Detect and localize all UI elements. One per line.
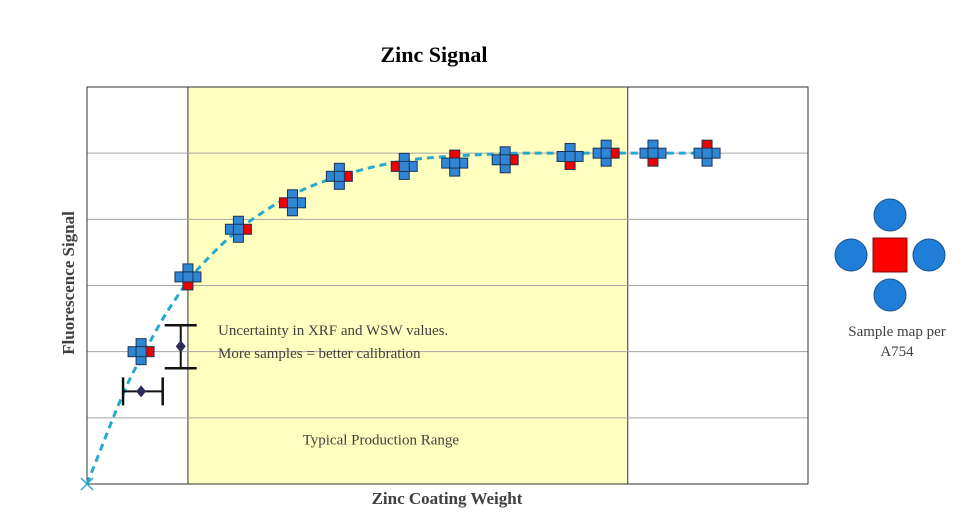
blue-sample-marker — [135, 346, 147, 358]
origin-marker — [80, 477, 94, 491]
blue-sample-marker — [232, 223, 244, 235]
production-range-label: Typical Production Range — [303, 432, 460, 448]
sample-map-top-circle — [873, 198, 907, 232]
sample-cluster — [278, 189, 306, 217]
chart-title: Zinc Signal — [381, 42, 488, 67]
sample-map-center-square — [872, 237, 908, 273]
sample-cluster — [325, 162, 353, 190]
error-bar — [121, 377, 164, 406]
sample-map-left-circle — [834, 238, 868, 272]
gridlines — [87, 152, 808, 419]
sample-map-bottom-circle — [873, 278, 907, 312]
error-bars — [121, 323, 197, 406]
sample-cluster — [592, 139, 620, 167]
y-axis-label: Fluorescence Signal — [59, 211, 78, 355]
blue-sample-marker — [449, 157, 461, 169]
blue-sample-marker — [701, 147, 713, 159]
sample-cluster — [556, 142, 584, 170]
blue-sample-marker — [398, 160, 410, 172]
origin-marker-stroke — [80, 477, 94, 491]
sample-cluster — [491, 146, 519, 174]
sample-map-label-2: A754 — [880, 344, 914, 360]
annotation-line-1: Uncertainty in XRF and WSW values. — [218, 323, 448, 339]
blue-sample-marker — [182, 271, 194, 283]
sample-cluster — [127, 338, 155, 366]
data-point-diamond — [175, 340, 186, 353]
sample-map-right-circle — [912, 238, 946, 272]
sample-cluster — [390, 152, 418, 180]
blue-sample-marker — [286, 197, 298, 209]
sample-cluster — [693, 139, 721, 167]
sample-clusters — [127, 139, 721, 366]
sample-cluster — [224, 215, 252, 243]
blue-sample-marker — [499, 154, 511, 166]
error-bar — [164, 323, 197, 370]
x-axis-label: Zinc Coating Weight — [372, 489, 523, 508]
blue-sample-marker — [333, 170, 345, 182]
annotation-line-2: More samples = better calibration — [218, 346, 421, 362]
sample-cluster — [174, 263, 202, 291]
plot-frame — [86, 86, 809, 485]
sample-cluster — [441, 149, 469, 177]
sample-map-legend: Sample map per A754 — [834, 198, 946, 360]
blue-sample-marker — [564, 150, 576, 162]
data-point-diamond — [136, 385, 147, 398]
sample-map-label-1: Sample map per — [848, 324, 945, 340]
blue-sample-marker — [647, 147, 659, 159]
calibration-curve — [85, 151, 700, 485]
blue-sample-marker — [600, 147, 612, 159]
sample-cluster — [639, 139, 667, 167]
